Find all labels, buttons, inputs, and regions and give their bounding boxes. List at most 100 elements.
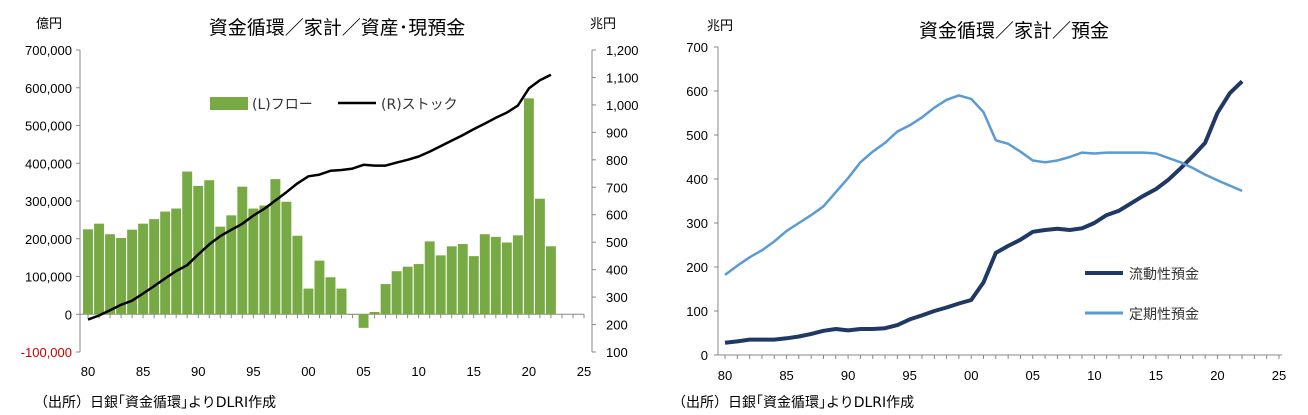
- left-x-tick-label: 85: [136, 364, 150, 379]
- source-note-right: （出所）日銀｢資金循環｣よりDLRI作成: [672, 395, 914, 411]
- right-chart-x-tick-labels: 80 85 90 95 00 05 10 15 20 25: [718, 368, 1286, 383]
- flow-bar: [105, 234, 116, 315]
- flow-bar: [138, 223, 149, 315]
- right-chart-y-tick-labels: 700 600 500 400 300 200 100 0: [686, 40, 708, 363]
- right-chart-x-tick-label: 20: [1210, 368, 1224, 383]
- flow-bar: [347, 314, 358, 315]
- flow-bar: [468, 256, 479, 315]
- left-y-tick-label: 600,000: [25, 81, 72, 96]
- right-y-tick-label: 800: [606, 153, 628, 168]
- left-y-tick-label: 300,000: [25, 194, 72, 209]
- right-y-tick-label: 600: [606, 208, 628, 223]
- flow-bar: [380, 284, 391, 315]
- left-x-tick-label: 05: [356, 364, 370, 379]
- right-chart-y-tick-label: 700: [686, 40, 708, 55]
- flow-bar: [402, 266, 413, 315]
- flow-bar: [160, 211, 171, 315]
- left-y-tick-label: 0: [65, 307, 72, 322]
- right-chart-y-tick-label: 400: [686, 172, 708, 187]
- flow-bar: [457, 244, 468, 315]
- left-chart-title: 資金循環／家計／資産･現預金: [209, 17, 466, 39]
- source-note-left: （出所）日銀｢資金循環｣よりDLRI作成: [34, 395, 276, 411]
- flow-bar: [292, 235, 303, 315]
- flow-bar: [248, 208, 259, 315]
- left-x-tick-label: 00: [301, 364, 315, 379]
- right-chart-x-tick-label: 00: [964, 368, 978, 383]
- right-y-tick-label: 300: [606, 290, 628, 305]
- flow-bar: [171, 208, 182, 315]
- flow-bar: [336, 288, 347, 315]
- flow-bar: [523, 98, 534, 315]
- flow-bar: [149, 219, 160, 315]
- legend-swatch-flow: [210, 97, 248, 110]
- stock-series-line: [87, 73, 552, 321]
- right-chart-title: 資金循環／家計／預金: [919, 20, 1109, 42]
- left-x-tick-label: 10: [411, 364, 425, 379]
- flow-bar: [182, 171, 193, 315]
- flow-bar: [325, 277, 336, 315]
- right-legend: 流動性預金 定期性預金: [1085, 267, 1199, 323]
- flow-bar: [490, 236, 501, 315]
- stock-line: [87, 73, 552, 321]
- right-y-tick-label: 100: [606, 345, 628, 360]
- flow-bar: [413, 264, 424, 315]
- right-axis-unit: 兆円: [590, 17, 616, 32]
- flow-bar: [116, 237, 127, 315]
- right-y-tick-label: 500: [606, 235, 628, 250]
- flow-bar: [435, 255, 446, 315]
- right-chart-x-tick-label: 80: [718, 368, 732, 383]
- right-y-tick-label: 1,100: [606, 70, 639, 85]
- right-y-tick-label: 700: [606, 180, 628, 195]
- deposit-lines: [724, 79, 1244, 345]
- right-chart-axes: [714, 46, 1282, 359]
- right-chart-x-tick-label: 85: [779, 368, 793, 383]
- left-y-tick-label: 700,000: [25, 43, 72, 58]
- flow-bar: [303, 288, 314, 315]
- left-chart: 資金循環／家計／資産･現預金 億円 兆円 700,000 600,000 500,0…: [21, 16, 639, 379]
- right-y-tick-label: 200: [606, 318, 628, 333]
- left-x-tick-label: 25: [577, 364, 591, 379]
- left-axis-unit: 億円: [36, 16, 62, 32]
- time-deposit-line: [724, 94, 1243, 276]
- flow-bar: [501, 242, 512, 315]
- flow-bar: [369, 311, 380, 315]
- flow-bar: [259, 205, 270, 315]
- right-chart-x-tick-label: 15: [1149, 368, 1163, 383]
- right-chart-y-tick-label: 100: [686, 304, 708, 319]
- flow-bar: [215, 226, 226, 315]
- right-chart-y-tick-label: 600: [686, 84, 708, 99]
- right-y-tick-label: 400: [606, 263, 628, 278]
- right-y-tick-labels: 1,200 1,100 1,000 900 800 700 600 500 400 300 200 1…: [606, 43, 639, 360]
- flow-bar: [391, 271, 402, 315]
- legend-label-time: 定期性預金: [1129, 307, 1199, 323]
- right-chart-x-tick-label: 95: [902, 368, 916, 383]
- flow-bar: [479, 234, 490, 315]
- left-y-tick-label: -100,000: [21, 345, 72, 360]
- right-chart-unit: 兆円: [707, 19, 733, 34]
- liquid-deposit-line: [724, 79, 1244, 345]
- right-chart-y-tick-label: 0: [701, 348, 708, 363]
- right-y-tick-label: 1,200: [606, 43, 639, 58]
- flow-bar: [358, 314, 369, 328]
- left-x-tick-labels: 80 85 90 95 00 05 10 15 20 25: [81, 364, 591, 379]
- left-y-tick-label: 100,000: [25, 270, 72, 285]
- flow-bar: [226, 215, 237, 315]
- left-x-tick-label: 20: [522, 364, 536, 379]
- legend-label-stock: (R)ストック: [381, 97, 458, 113]
- left-y-tick-label: 400,000: [25, 156, 72, 171]
- flow-bar: [83, 229, 93, 315]
- flow-bar: [281, 201, 292, 315]
- right-chart-y-tick-label: 300: [686, 216, 708, 231]
- flow-bar: [127, 229, 138, 315]
- right-chart-x-tick-label: 90: [841, 368, 855, 383]
- flow-bar: [534, 198, 545, 315]
- right-chart-y-tick-label: 500: [686, 128, 708, 143]
- right-chart-x-tick-label: 10: [1087, 368, 1101, 383]
- legend-label-liquid: 流動性預金: [1129, 267, 1199, 283]
- left-x-tick-label: 95: [246, 364, 260, 379]
- flow-bar: [512, 235, 523, 315]
- flow-bar: [424, 241, 435, 315]
- flow-bar: [204, 180, 215, 315]
- flow-bar: [314, 260, 325, 315]
